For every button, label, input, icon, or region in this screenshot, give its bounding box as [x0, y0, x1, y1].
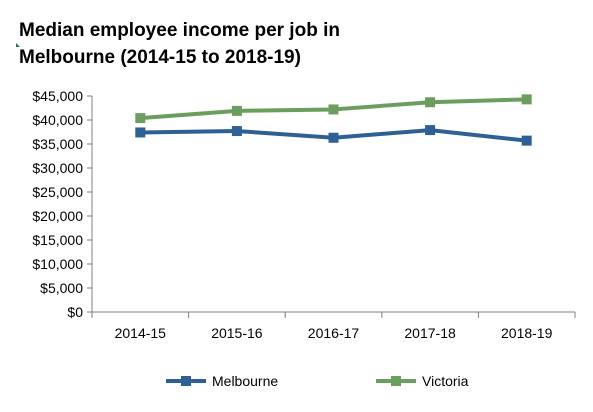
data-point-victoria	[425, 97, 436, 108]
title-corner-marker	[16, 43, 20, 47]
legend-label-melbourne: Melbourne	[212, 373, 278, 389]
y-tick-label: $25,000	[32, 184, 83, 200]
data-point-melbourne	[425, 125, 436, 136]
data-point-victoria	[521, 94, 532, 105]
x-tick-label: 2016-17	[308, 325, 360, 341]
x-tick-label: 2015-16	[211, 325, 263, 341]
data-point-melbourne	[231, 126, 242, 137]
y-tick-label: $45,000	[32, 88, 83, 104]
legend-label-victoria: Victoria	[422, 373, 469, 389]
legend-marker-victoria	[391, 376, 401, 386]
y-tick-label: $30,000	[32, 160, 83, 176]
chart-title-line-2: Melbourne (2014-15 to 2018-19)	[19, 47, 301, 68]
data-point-melbourne	[135, 127, 146, 138]
y-tick-label: $35,000	[32, 136, 83, 152]
legend-marker-melbourne	[181, 376, 191, 386]
chart-title-line-1: Median employee income per job in	[19, 20, 340, 41]
data-point-melbourne	[521, 135, 532, 146]
data-point-victoria	[135, 113, 146, 124]
data-point-melbourne	[328, 132, 339, 143]
y-tick-label: $15,000	[32, 232, 83, 248]
data-point-victoria	[231, 105, 242, 116]
x-tick-label: 2017-18	[404, 325, 456, 341]
y-tick-label: $20,000	[32, 208, 83, 224]
chart-axes: $0 $5,000 $10,000 $15,000 $20,000 $25,000 $30,…	[32, 88, 576, 341]
chart-series	[135, 94, 532, 146]
y-tick-label: $5,000	[40, 280, 83, 296]
y-tick-label: $10,000	[32, 256, 83, 272]
data-point-victoria	[328, 104, 339, 115]
chart-title: Median employee income per job in Melbou…	[19, 17, 340, 71]
y-tick-label: $40,000	[32, 112, 83, 128]
x-tick-label: 2018-19	[501, 325, 553, 341]
y-tick-label: $0	[67, 304, 83, 320]
x-tick-label: 2014-15	[115, 325, 167, 341]
chart-legend: Melbourne Victoria	[166, 373, 469, 389]
